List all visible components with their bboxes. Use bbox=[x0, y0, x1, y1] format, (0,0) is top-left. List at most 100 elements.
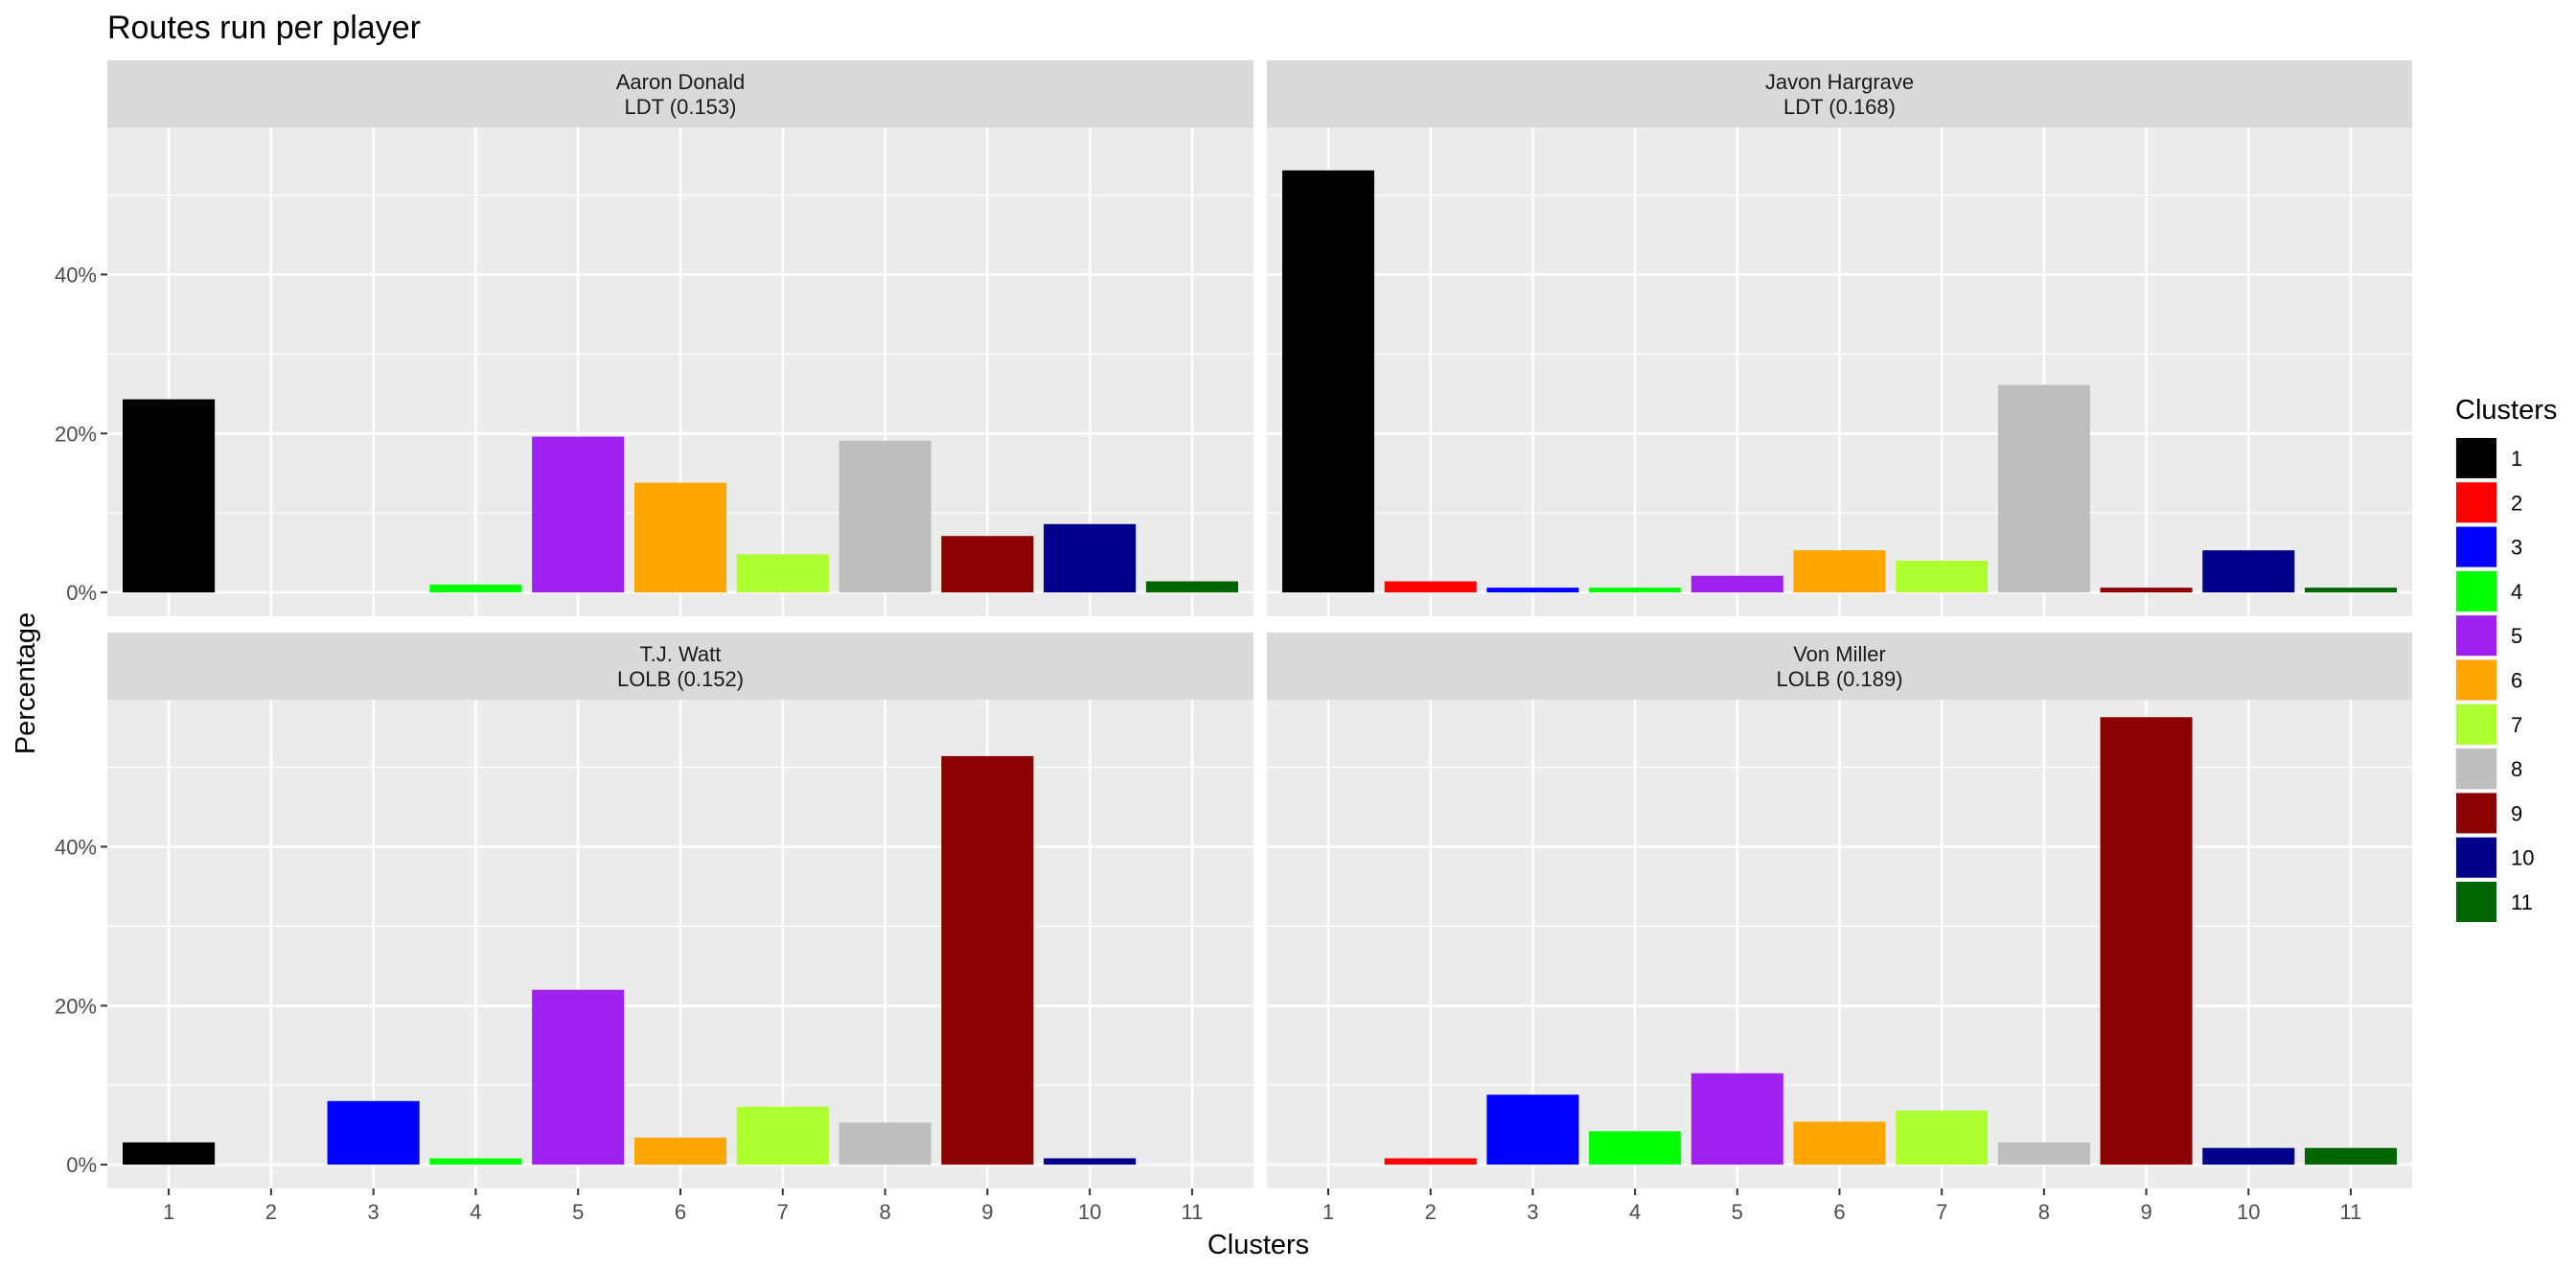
bar-cluster-10 bbox=[1044, 1158, 1137, 1165]
facet-position-score: LDT (0.168) bbox=[1783, 95, 1896, 119]
legend-swatch bbox=[2456, 882, 2496, 922]
bar-cluster-5 bbox=[532, 989, 625, 1165]
facet-position-score: LOLB (0.189) bbox=[1776, 667, 1902, 691]
facet-strip bbox=[107, 633, 1254, 700]
x-tick-label: 8 bbox=[879, 1200, 890, 1224]
bar-cluster-8 bbox=[1997, 384, 2090, 593]
x-tick-label: 3 bbox=[1527, 1200, 1538, 1224]
bar-cluster-7 bbox=[736, 1106, 829, 1165]
x-tick-label: 5 bbox=[1732, 1200, 1743, 1224]
bar-cluster-4 bbox=[429, 1158, 522, 1165]
bar-cluster-10 bbox=[2202, 550, 2295, 593]
x-axis-title: Clusters bbox=[1208, 1230, 1309, 1260]
bar-cluster-5 bbox=[532, 436, 625, 593]
x-tick-label: 11 bbox=[2340, 1200, 2362, 1224]
legend-item: 11 bbox=[2455, 881, 2533, 923]
y-tick-label: 0% bbox=[66, 1153, 97, 1177]
bar-cluster-3 bbox=[1486, 1095, 1579, 1165]
x-tick-label: 4 bbox=[1629, 1200, 1641, 1224]
legend-label: 3 bbox=[2511, 536, 2522, 560]
x-axis-ticks: 1 2 3 4 5 6 7 8 9 10 11 1 2 3 4 5 6 7 8 9 10 11 bbox=[163, 1188, 2361, 1224]
y-tick-label: 0% bbox=[66, 581, 97, 605]
legend-label: 11 bbox=[2511, 890, 2533, 914]
legend-label: 8 bbox=[2511, 757, 2522, 781]
legend-swatch bbox=[2456, 793, 2496, 834]
legend-label: 4 bbox=[2511, 580, 2522, 604]
x-tick-label: 7 bbox=[1936, 1200, 1947, 1224]
legend-swatch bbox=[2456, 837, 2496, 878]
facet-strip bbox=[1267, 633, 2412, 700]
x-tick-label: 10 bbox=[1078, 1200, 1101, 1224]
legend-swatch bbox=[2456, 749, 2496, 790]
x-tick-label: 10 bbox=[2237, 1200, 2260, 1224]
x-tick-label: 5 bbox=[572, 1200, 584, 1224]
bar-cluster-5 bbox=[1690, 575, 1783, 593]
bar-cluster-10 bbox=[2202, 1147, 2295, 1165]
bar-cluster-1 bbox=[1282, 170, 1375, 593]
x-tick-label: 7 bbox=[777, 1200, 789, 1224]
bar-cluster-11 bbox=[2304, 588, 2397, 593]
bar-cluster-3 bbox=[1486, 588, 1579, 593]
x-tick-label: 9 bbox=[981, 1200, 993, 1224]
legend-swatch bbox=[2456, 570, 2496, 611]
bar-cluster-5 bbox=[1690, 1073, 1783, 1165]
chart-title: Routes run per player bbox=[107, 10, 421, 46]
bar-cluster-6 bbox=[1793, 1121, 1886, 1165]
y-tick-label: 20% bbox=[55, 994, 97, 1018]
facet-player-name: T.J. Watt bbox=[640, 642, 722, 666]
x-tick-label: 11 bbox=[1182, 1200, 1204, 1224]
x-tick-label: 6 bbox=[1833, 1200, 1845, 1224]
y-axis-ticks: 0% 20% 40% 0% 20% 40% bbox=[55, 263, 107, 1177]
bar-cluster-2 bbox=[1384, 1158, 1477, 1165]
legend-label: 10 bbox=[2511, 846, 2534, 870]
bar-cluster-6 bbox=[633, 1137, 727, 1165]
x-tick-label: 8 bbox=[2038, 1200, 2050, 1224]
legend-label: 6 bbox=[2511, 669, 2522, 693]
bar-cluster-9 bbox=[2100, 588, 2193, 593]
facet-position-score: LOLB (0.152) bbox=[617, 667, 744, 691]
legend-item: 6 bbox=[2455, 658, 2522, 702]
y-tick-label: 40% bbox=[55, 835, 97, 859]
legend: Clusters 1 2 3 4 5 6 7 8 9 10 11 bbox=[2455, 395, 2557, 923]
facet-player-name: Von Miller bbox=[1793, 642, 1886, 666]
bar-cluster-7 bbox=[1896, 560, 1989, 593]
legend-swatch bbox=[2456, 659, 2496, 701]
x-tick-label: 4 bbox=[470, 1200, 481, 1224]
bar-cluster-10 bbox=[1044, 523, 1137, 593]
bar-cluster-8 bbox=[839, 1122, 932, 1165]
legend-item: 2 bbox=[2455, 481, 2522, 524]
bar-cluster-7 bbox=[1896, 1110, 1989, 1165]
legend-swatch bbox=[2456, 482, 2496, 523]
bar-cluster-8 bbox=[839, 440, 932, 593]
x-tick-label: 2 bbox=[1425, 1200, 1437, 1224]
bar-cluster-9 bbox=[941, 536, 1034, 593]
legend-item: 8 bbox=[2455, 748, 2522, 791]
bar-cluster-2 bbox=[1384, 581, 1477, 593]
bar-cluster-7 bbox=[736, 554, 829, 593]
legend-swatch bbox=[2456, 615, 2496, 657]
facet-player-name: Javon Hargrave bbox=[1765, 70, 1914, 94]
bar-cluster-6 bbox=[633, 482, 727, 593]
bar-cluster-4 bbox=[1589, 1131, 1682, 1165]
y-tick-label: 20% bbox=[55, 422, 97, 446]
legend-label: 1 bbox=[2511, 447, 2522, 471]
x-tick-label: 2 bbox=[265, 1200, 277, 1224]
legend-item: 3 bbox=[2455, 525, 2522, 568]
bar-cluster-1 bbox=[123, 399, 216, 593]
legend-item: 4 bbox=[2455, 569, 2522, 612]
facet-strip bbox=[1267, 60, 2412, 127]
y-axis-title: Percentage bbox=[11, 612, 41, 754]
facet-position-score: LDT (0.153) bbox=[625, 95, 737, 119]
x-tick-label: 1 bbox=[1322, 1200, 1334, 1224]
legend-swatch bbox=[2456, 438, 2496, 478]
x-tick-label: 3 bbox=[368, 1200, 380, 1224]
bar-cluster-4 bbox=[1589, 588, 1682, 593]
legend-label: 5 bbox=[2511, 624, 2522, 648]
legend-item: 1 bbox=[2455, 437, 2522, 479]
legend-item: 5 bbox=[2455, 614, 2522, 658]
